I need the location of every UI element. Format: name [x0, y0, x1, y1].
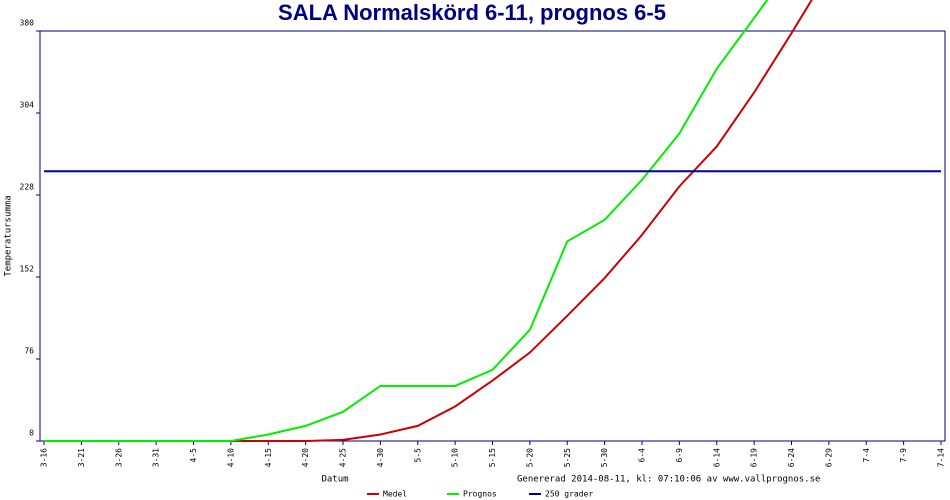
- annotation: Genererad 2014-08-11, kl: 07:10:06 av ww…: [517, 475, 820, 485]
- y-tick-label: 380: [20, 19, 35, 28]
- x-tick-label: 5-10: [451, 448, 460, 467]
- x-tick-label: 4-5: [189, 448, 198, 463]
- x-tick-label: 3-21: [77, 448, 86, 467]
- y-tick-label: 76: [24, 347, 34, 356]
- x-tick-label: 5-30: [600, 448, 609, 467]
- series-line: [44, 0, 813, 442]
- x-tick-label: 6-24: [787, 448, 796, 467]
- x-axis-label: Datum: [321, 475, 348, 485]
- x-tick-label: 7-9: [899, 448, 908, 463]
- x-tick-label: 5-20: [525, 448, 534, 467]
- x-tick-label: 6-4: [638, 448, 647, 463]
- x-tick-label: 4-20: [301, 448, 310, 467]
- x-tick-label: 5-5: [413, 448, 422, 463]
- x-tick-label: 7-14: [937, 448, 946, 467]
- y-tick-label: 304: [20, 101, 35, 110]
- legend-label: 250 grader: [545, 490, 593, 499]
- x-tick-label: 6-29: [824, 448, 833, 467]
- y-tick-label: 152: [20, 265, 35, 274]
- legend-label: Medel: [383, 490, 407, 499]
- y-axis-label: Temperatursumma: [4, 195, 14, 276]
- x-tick-label: 4-25: [339, 448, 348, 467]
- y-tick-label: 228: [20, 183, 35, 192]
- y-tick-label: 0: [29, 429, 34, 438]
- x-tick-label: 5-25: [563, 448, 572, 467]
- x-tick-label: 7-4: [862, 448, 871, 463]
- x-tick-label: 6-14: [712, 448, 721, 467]
- legend-label: Prognos: [463, 490, 497, 499]
- x-tick-label: 5-15: [488, 448, 497, 467]
- x-tick-label: 6-9: [675, 448, 684, 463]
- series-line: [44, 0, 769, 442]
- x-tick-label: 4-10: [226, 448, 235, 467]
- x-tick-label: 6-19: [750, 448, 759, 467]
- x-tick-label: 3-31: [152, 448, 161, 467]
- x-tick-label: 3-16: [40, 448, 49, 467]
- x-tick-label: 4-30: [376, 448, 385, 467]
- x-tick-label: 4-15: [264, 448, 273, 467]
- chart-title: SALA Normalskörd 6-11, prognos 6-5: [278, 0, 666, 25]
- x-tick-label: 3-26: [114, 448, 123, 467]
